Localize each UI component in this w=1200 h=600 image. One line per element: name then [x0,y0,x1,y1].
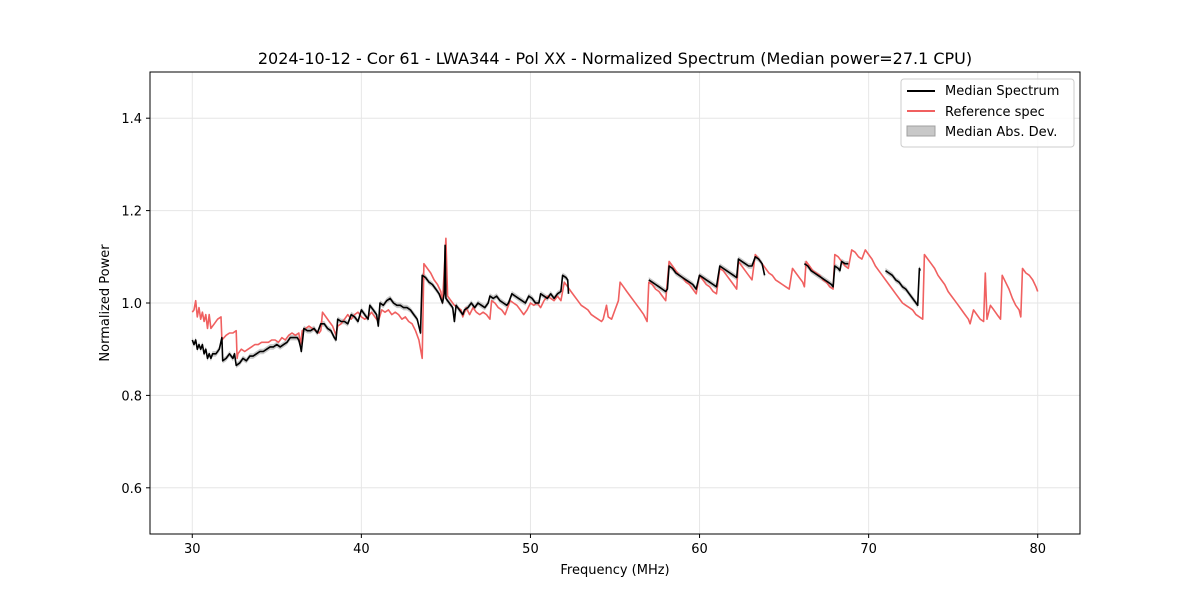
y-tick-label: 0.8 [121,389,142,404]
legend-box [900,78,1075,148]
x-tick-label: 70 [860,542,877,557]
y-tick-label: 0.6 [121,482,142,497]
legend-reference-label: Reference spec [945,105,1045,120]
legend-median-label: Median Spectrum [945,84,1059,99]
y-tick-label: 1.4 [121,112,142,127]
x-tick-label: 30 [184,542,201,557]
median-spectrum-line [191,244,570,367]
x-axis-label: Frequency (MHz) [560,563,669,578]
x-tick-label: 80 [1029,542,1046,557]
median-spectrum-line [648,256,766,293]
x-tick-label: 50 [522,542,539,557]
legend-mad-label: Median Abs. Dev. [945,125,1057,140]
legend: Median Spectrum Reference spec Median Ab… [900,78,1075,148]
y-tick-label: 1.2 [121,205,142,220]
x-tick-label: 60 [691,542,708,557]
axis-ticks: 30 40 50 60 70 80 0.6 0.8 1.0 1.2 1.4 [121,112,1046,557]
median-spectrum-series [191,244,921,367]
legend-mad-swatch [906,125,936,137]
mad-band-segment [648,254,765,295]
grid-lines [150,72,1080,534]
median-spectrum-line [885,267,921,307]
y-axis-label: Normalized Power [98,244,113,362]
median-spectrum-line [803,260,849,288]
chart-title: 2024-10-12 - Cor 61 - LWA344 - Pol XX - … [258,49,972,68]
x-tick-label: 40 [353,542,370,557]
y-tick-label: 1.0 [121,297,142,312]
mad-band-segment [804,258,849,290]
